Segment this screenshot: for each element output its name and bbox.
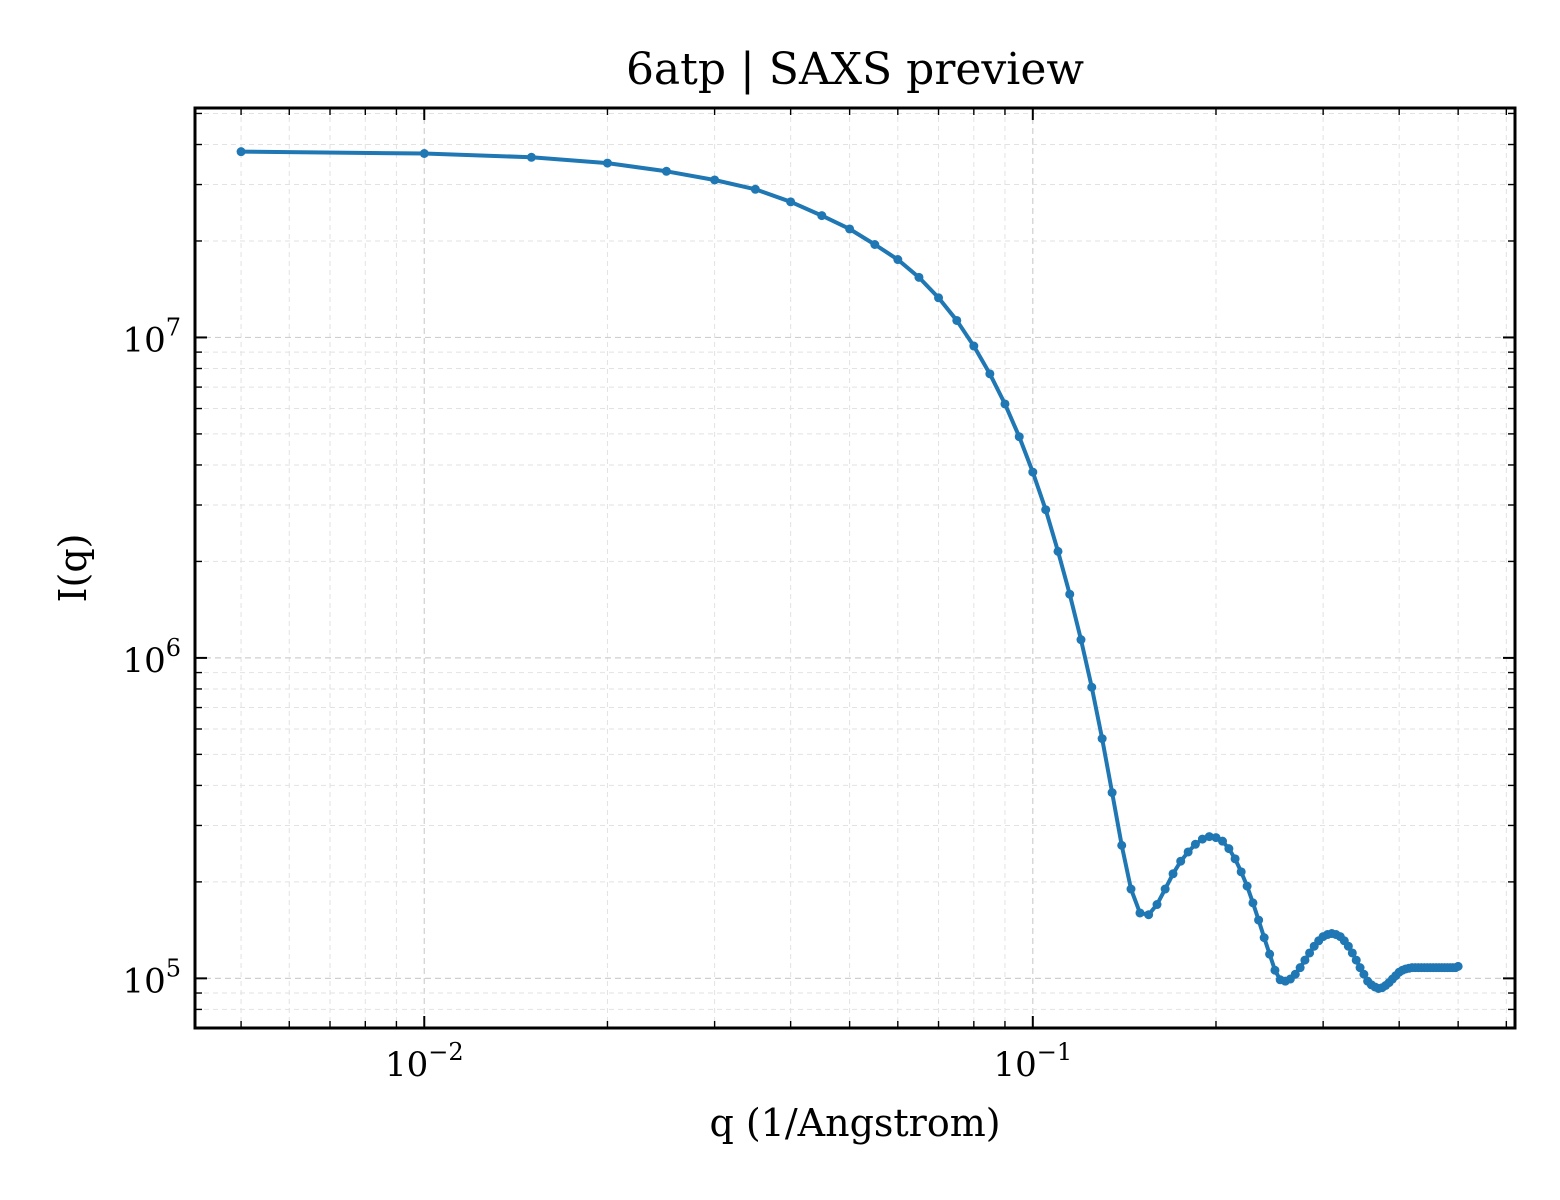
data-point: [661, 166, 671, 176]
data-point: [1254, 915, 1264, 925]
data-point: [526, 152, 536, 162]
data-point: [1053, 546, 1063, 556]
data-point: [236, 147, 246, 157]
data-point: [1204, 832, 1214, 842]
data-point: [1259, 933, 1269, 943]
data-point: [1290, 969, 1300, 979]
data-point: [419, 149, 429, 158]
data-point: [1028, 467, 1038, 477]
data-point: [1242, 881, 1252, 891]
data-point: [952, 315, 962, 325]
x-tick-label: 10−2: [385, 1038, 464, 1085]
data-point: [1300, 955, 1310, 965]
y-tick-label: 106: [122, 634, 181, 681]
data-point: [1126, 884, 1136, 894]
data-point: [1087, 682, 1097, 692]
data-point: [1295, 963, 1305, 973]
y-axis-label: I(q): [51, 534, 95, 603]
data-point: [969, 341, 979, 351]
data-point: [1230, 854, 1240, 864]
data-point: [1248, 898, 1258, 908]
data-point: [1176, 856, 1186, 866]
data-point: [1000, 399, 1010, 409]
data-point: [1347, 948, 1357, 958]
data-point: [1107, 788, 1117, 798]
data-point: [1041, 505, 1051, 515]
y-tick-label: 107: [122, 313, 181, 360]
data-point: [1014, 432, 1024, 442]
data-point: [1117, 840, 1127, 850]
series-layer: [236, 147, 1463, 993]
data-point: [750, 184, 760, 194]
ticks: [195, 108, 1515, 1029]
data-point: [1076, 635, 1086, 645]
data-point: [1343, 941, 1353, 951]
data-point: [1190, 839, 1200, 849]
data-point: [1359, 969, 1369, 979]
x-tick-label: 10−1: [993, 1038, 1072, 1085]
data-point: [1270, 965, 1280, 975]
data-point: [1168, 869, 1178, 879]
data-point: [710, 175, 720, 185]
data-point: [1305, 948, 1315, 958]
chart-title: 6atp | SAXS preview: [626, 44, 1084, 95]
data-point: [1135, 908, 1145, 918]
data-point: [1065, 589, 1075, 599]
data-point: [1183, 847, 1193, 857]
data-point: [845, 224, 855, 234]
tick-labels: 10−2 10−1 105 106 107: [122, 313, 1072, 1085]
data-point: [914, 272, 924, 282]
data-point: [934, 293, 944, 303]
data-point: [1453, 961, 1463, 971]
data-point: [1097, 734, 1107, 744]
data-point: [985, 369, 995, 379]
data-point: [1152, 900, 1162, 910]
y-tick-label: 105: [122, 954, 181, 1001]
data-point: [1160, 884, 1170, 894]
data-point: [602, 158, 612, 168]
data-point: [1197, 834, 1207, 844]
data-point: [870, 240, 880, 249]
x-axis-label: q (1/Angstrom): [709, 1101, 1000, 1145]
data-point: [1355, 963, 1365, 973]
data-point: [1218, 836, 1228, 846]
data-point: [893, 255, 903, 265]
data-point: [1224, 844, 1234, 854]
plot-frame: [193, 106, 1517, 1030]
data-point: [1144, 910, 1154, 920]
data-point: [1265, 949, 1275, 959]
data-point: [1351, 955, 1361, 965]
data-point: [1236, 867, 1246, 877]
grid: [195, 108, 1515, 1029]
data-point: [786, 197, 796, 207]
data-point: [817, 211, 827, 221]
